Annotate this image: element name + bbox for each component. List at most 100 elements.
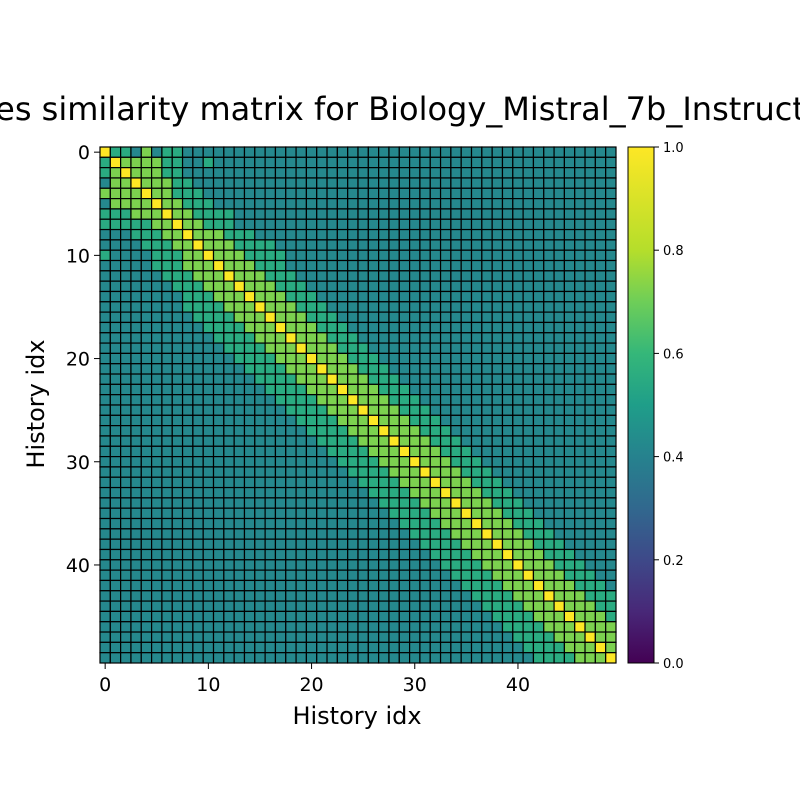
heatmap-cell xyxy=(460,394,473,406)
heatmap-cell xyxy=(171,187,184,200)
heatmap-cell xyxy=(419,497,431,509)
heatmap-cell xyxy=(243,373,256,385)
heatmap-cell xyxy=(398,528,411,540)
heatmap-cell xyxy=(357,414,369,427)
heatmap-cell xyxy=(481,610,493,623)
heatmap-cell xyxy=(460,476,473,489)
heatmap-cell xyxy=(151,435,163,447)
heatmap-cell xyxy=(181,187,194,200)
heatmap-cell xyxy=(574,156,586,169)
heatmap-cell xyxy=(522,435,535,447)
heatmap-cell xyxy=(409,507,421,520)
heatmap-cell xyxy=(285,579,297,592)
heatmap-cell xyxy=(223,600,235,613)
heatmap-cell xyxy=(336,456,349,468)
heatmap-cell xyxy=(171,146,184,158)
heatmap-cell xyxy=(316,641,328,654)
heatmap-cell xyxy=(522,538,535,551)
heatmap-cell xyxy=(522,228,535,241)
heatmap-cell xyxy=(594,311,607,324)
heatmap-cell xyxy=(120,352,132,365)
heatmap-cell xyxy=(274,507,287,520)
heatmap-cell xyxy=(553,167,566,179)
heatmap-cell xyxy=(429,167,442,179)
heatmap-cell xyxy=(605,187,617,200)
heatmap-cell xyxy=(594,321,607,334)
heatmap-cell xyxy=(264,559,277,571)
heatmap-cell xyxy=(357,311,369,324)
heatmap-cell xyxy=(460,425,473,437)
heatmap-cell xyxy=(130,156,142,169)
heatmap-cell xyxy=(161,228,173,241)
heatmap-cell xyxy=(594,404,607,416)
heatmap-cell xyxy=(460,528,473,540)
heatmap-cell xyxy=(109,249,122,262)
heatmap-cell xyxy=(161,476,173,489)
heatmap-cell xyxy=(295,280,307,293)
heatmap-cell xyxy=(326,394,338,406)
heatmap-cell xyxy=(532,208,545,220)
heatmap-cell xyxy=(326,559,338,571)
heatmap-cell xyxy=(326,621,338,633)
heatmap-cell xyxy=(367,445,380,458)
heatmap-cell xyxy=(192,610,204,623)
heatmap-cell xyxy=(429,239,442,251)
heatmap-cell xyxy=(512,559,524,571)
heatmap-cell xyxy=(151,342,163,354)
heatmap-cell xyxy=(450,259,462,272)
heatmap-cell xyxy=(439,425,452,437)
heatmap-cell xyxy=(367,167,380,179)
heatmap-cell xyxy=(481,218,493,231)
x-axis-label: History idx xyxy=(292,702,421,730)
heatmap-cell xyxy=(243,290,256,303)
heatmap-cell xyxy=(336,394,349,406)
heatmap-cell xyxy=(501,239,514,251)
heatmap-cell xyxy=(522,156,535,169)
heatmap-cell xyxy=(99,600,111,613)
heatmap-cell xyxy=(481,497,493,509)
heatmap-cell xyxy=(151,404,163,416)
heatmap-cell xyxy=(181,652,194,664)
heatmap-cell xyxy=(512,146,524,158)
heatmap-cell xyxy=(367,198,380,210)
heatmap-cell xyxy=(584,600,596,613)
heatmap-cell xyxy=(398,208,411,220)
heatmap-cell xyxy=(501,311,514,324)
heatmap-cell xyxy=(501,445,514,458)
heatmap-cell xyxy=(574,208,586,220)
heatmap-cell xyxy=(120,590,132,602)
heatmap-cell xyxy=(140,404,153,416)
heatmap-cell xyxy=(532,259,545,272)
heatmap-cell xyxy=(99,652,111,664)
heatmap-cell xyxy=(181,507,194,520)
heatmap-cell xyxy=(285,414,297,427)
heatmap-cell xyxy=(491,352,504,365)
heatmap-cell xyxy=(501,497,514,509)
heatmap-cell xyxy=(347,167,359,179)
heatmap-cell xyxy=(470,610,483,623)
heatmap-cell xyxy=(563,167,576,179)
heatmap-cell xyxy=(140,621,153,633)
heatmap-cell xyxy=(264,218,277,231)
heatmap-cell xyxy=(522,476,535,489)
heatmap-cell xyxy=(161,466,173,478)
heatmap-cell xyxy=(460,559,473,571)
heatmap-cell xyxy=(171,435,184,447)
heatmap-cell xyxy=(285,383,297,396)
heatmap-cell xyxy=(378,321,390,334)
heatmap-cell xyxy=(388,198,400,210)
heatmap-cell xyxy=(357,342,369,354)
heatmap-cell xyxy=(522,342,535,354)
heatmap-cell xyxy=(171,528,184,540)
heatmap-cell xyxy=(109,414,122,427)
heatmap-cell xyxy=(605,208,617,220)
heatmap-cell xyxy=(347,425,359,437)
heatmap-cell xyxy=(161,517,173,530)
heatmap-cell xyxy=(594,208,607,220)
heatmap-cell xyxy=(202,621,215,633)
heatmap-cell xyxy=(161,445,173,458)
heatmap-cell xyxy=(316,249,328,262)
heatmap-cell xyxy=(481,383,493,396)
heatmap-cell xyxy=(192,208,204,220)
heatmap-cell xyxy=(419,652,431,664)
